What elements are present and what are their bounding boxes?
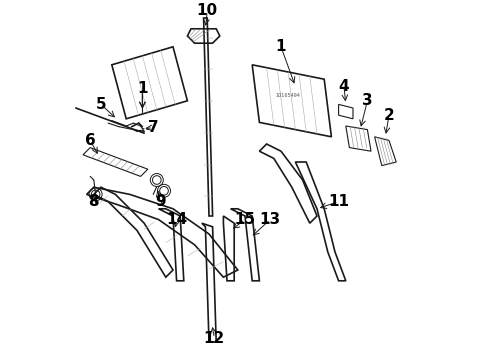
Text: 8: 8 [89,194,99,209]
Text: 4: 4 [339,79,349,94]
Text: 12: 12 [204,331,225,346]
Text: 5: 5 [96,97,106,112]
Text: 2: 2 [384,108,394,123]
Text: 6: 6 [85,133,96,148]
Text: 10165494: 10165494 [276,93,301,98]
Text: 9: 9 [155,194,166,209]
Text: 7: 7 [148,120,158,135]
Text: 14: 14 [166,212,187,227]
Text: 10: 10 [196,3,218,18]
Text: 11: 11 [328,194,349,209]
Text: 1: 1 [276,39,286,54]
Text: 1: 1 [137,81,147,96]
Text: 13: 13 [260,212,281,227]
Text: 15: 15 [234,212,256,227]
Text: 3: 3 [362,93,373,108]
